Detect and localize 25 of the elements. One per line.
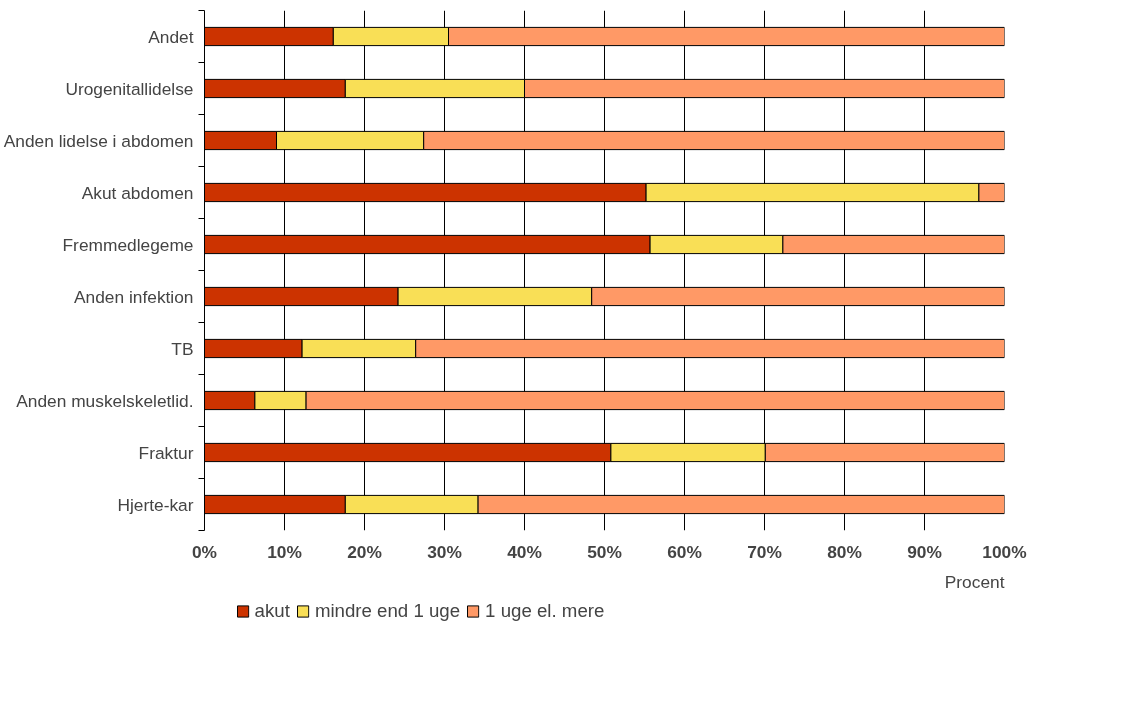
- y-tick-label: Urogenitallidelse: [65, 78, 194, 99]
- x-tick-label: 100%: [982, 541, 1027, 562]
- y-tick-label: Anden infektion: [74, 286, 194, 307]
- x-tick-label: 40%: [507, 541, 542, 562]
- y-tick-label: TB: [171, 338, 194, 359]
- legend-label: 1 uge el. mere: [485, 600, 605, 622]
- x-tick-label: 0%: [191, 541, 218, 562]
- x-tick-label: 20%: [347, 541, 382, 562]
- y-tick-label: Anden muskelskeletlid.: [16, 390, 194, 411]
- legend-label: mindre end 1 uge: [314, 600, 461, 622]
- y-tick-label: Fraktur: [138, 442, 194, 463]
- x-tick-label: 60%: [667, 541, 702, 562]
- x-tick-label: 90%: [907, 541, 942, 562]
- x-tick-label: 30%: [427, 541, 462, 562]
- y-tick-label: Akut abdomen: [81, 182, 194, 203]
- y-tick-label: Fremmedlegeme: [62, 234, 194, 255]
- x-tick-label: 10%: [267, 541, 302, 562]
- x-axis-title: Procent: [944, 571, 1005, 592]
- x-tick-label: 50%: [587, 541, 622, 562]
- x-tick-label: 70%: [747, 541, 782, 562]
- y-tick-label: Hjerte-kar: [117, 494, 194, 515]
- y-tick-label: Anden lidelse i abdomen: [3, 130, 194, 151]
- x-tick-label: 80%: [827, 541, 862, 562]
- legend-label: akut: [254, 600, 290, 622]
- y-tick-label: Andet: [148, 26, 194, 47]
